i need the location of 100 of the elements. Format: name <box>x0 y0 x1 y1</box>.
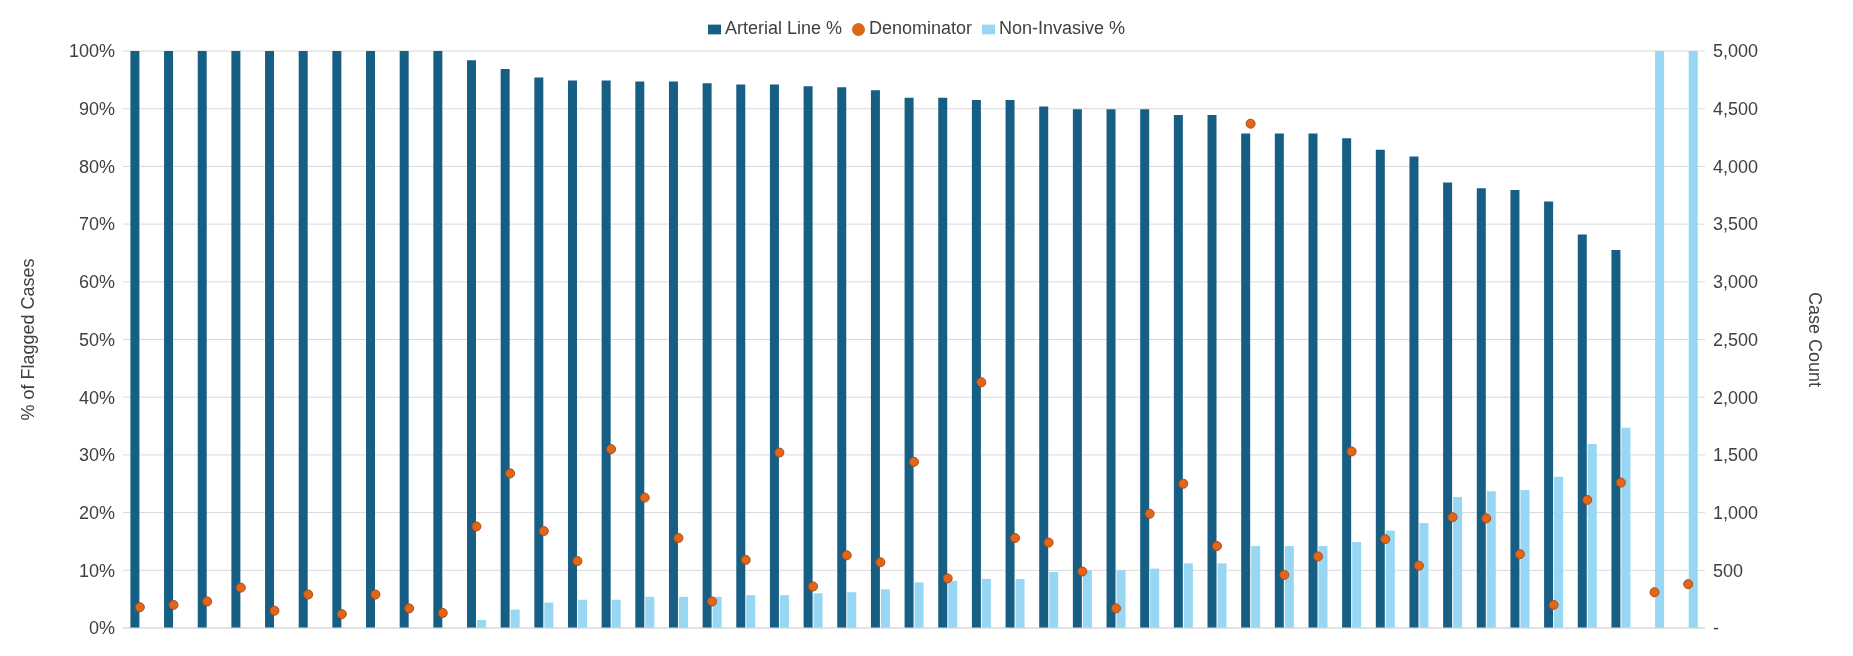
bar <box>803 86 813 628</box>
bar <box>1352 542 1362 628</box>
bar <box>1342 138 1352 628</box>
bar <box>1486 491 1496 628</box>
bar <box>601 80 611 628</box>
bar <box>1039 106 1049 628</box>
y-tick-label: 50% <box>78 329 115 350</box>
point <box>1413 560 1424 571</box>
y-tick-label: 90% <box>78 99 115 120</box>
bar <box>1005 100 1015 628</box>
point <box>538 526 549 537</box>
point <box>908 456 920 467</box>
bar <box>938 97 948 628</box>
y2-tick-label: 4,500 <box>1713 99 1759 120</box>
y-tick-label: 80% <box>78 156 115 177</box>
point <box>1615 477 1626 488</box>
y2-axis-title: Case Count <box>1804 291 1825 388</box>
bar <box>1251 546 1261 628</box>
point <box>168 599 179 610</box>
bar <box>779 595 789 628</box>
bar <box>298 51 308 628</box>
point <box>202 596 213 607</box>
point <box>1683 579 1694 590</box>
point <box>1144 508 1155 519</box>
point <box>471 521 482 532</box>
bar <box>164 51 174 628</box>
bar <box>813 593 823 628</box>
point <box>1077 566 1088 577</box>
point <box>1548 599 1559 610</box>
point <box>707 596 718 607</box>
bar <box>645 596 655 628</box>
bar <box>1207 115 1217 628</box>
point <box>1380 534 1391 545</box>
bar <box>1655 51 1665 628</box>
y2-tick-label: 1,000 <box>1713 502 1759 523</box>
y-tick-label: 40% <box>78 387 115 408</box>
bar <box>1049 572 1059 628</box>
bar <box>1510 190 1520 628</box>
point <box>269 605 280 616</box>
point <box>942 573 953 584</box>
bar <box>1688 51 1698 628</box>
y-tick-label: 70% <box>78 214 115 235</box>
bar <box>736 84 746 628</box>
y2-tick-label: 500 <box>1713 560 1744 581</box>
bar <box>1453 497 1463 628</box>
bar <box>702 83 712 628</box>
y2-tick-label: 3,500 <box>1713 214 1759 235</box>
bar <box>1587 443 1597 628</box>
y-tick-label: 100% <box>68 41 115 62</box>
point <box>1346 446 1357 457</box>
point <box>303 589 314 600</box>
bar <box>1274 133 1284 628</box>
bar <box>1140 109 1150 628</box>
bar <box>510 609 520 628</box>
point <box>572 556 583 567</box>
bar <box>1318 546 1328 628</box>
bar <box>1544 201 1554 628</box>
bar <box>1621 427 1631 628</box>
bar <box>433 51 443 628</box>
bar <box>880 589 890 628</box>
point <box>1481 513 1492 524</box>
y-tick-label: 60% <box>78 272 115 293</box>
bar <box>847 592 857 628</box>
bar <box>971 100 981 628</box>
y2-tick-label: 5,000 <box>1713 41 1759 62</box>
y-tick-label: 30% <box>78 445 115 466</box>
point <box>639 492 650 503</box>
bar <box>265 51 275 628</box>
bar <box>534 77 544 628</box>
bar <box>837 87 847 628</box>
point <box>1110 603 1121 614</box>
legend-label: Arterial Line % <box>724 18 842 38</box>
bar <box>1375 149 1385 628</box>
point <box>808 581 819 592</box>
point <box>1279 569 1290 580</box>
bar <box>635 81 645 628</box>
bar <box>1308 133 1318 628</box>
y2-tick-label: 2,500 <box>1713 329 1759 350</box>
point <box>404 603 415 614</box>
point <box>740 554 751 565</box>
y2-tick-label: 3,000 <box>1713 272 1759 293</box>
bar <box>1443 182 1453 628</box>
y2-tick-label: 4,000 <box>1713 156 1759 177</box>
y-tick-label: 0% <box>88 618 115 639</box>
bar <box>399 51 409 628</box>
bar <box>197 51 207 628</box>
point <box>1043 537 1054 548</box>
bar <box>746 595 756 628</box>
bar <box>1106 109 1116 628</box>
bar <box>668 81 678 628</box>
point <box>437 607 448 618</box>
point <box>606 444 617 455</box>
bar <box>1116 570 1126 628</box>
point <box>370 589 381 600</box>
bar <box>914 582 924 628</box>
point <box>235 582 246 593</box>
point <box>1514 549 1525 560</box>
point <box>1649 587 1660 598</box>
point <box>774 447 785 458</box>
bar <box>1241 133 1251 628</box>
